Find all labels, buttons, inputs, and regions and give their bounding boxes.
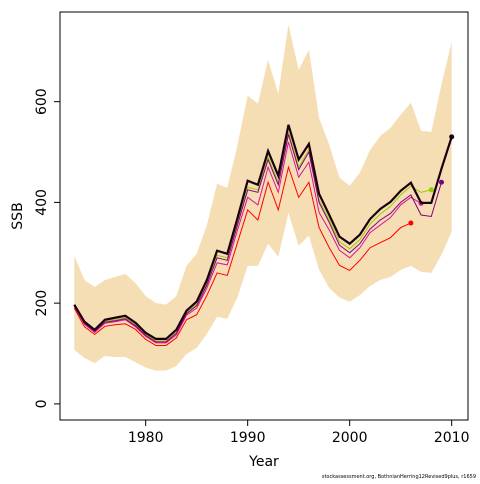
confidence-band — [74, 24, 452, 371]
series-line — [73, 141, 422, 344]
footnote: stockassessment.org, BothnianHerring12Re… — [322, 474, 476, 480]
y-tick-label: 200 — [34, 290, 50, 317]
x-tick-label: 1980 — [128, 430, 164, 446]
end-point — [449, 134, 455, 140]
series-line — [73, 134, 442, 343]
end-point — [408, 220, 414, 226]
x-tick-label: 2000 — [332, 430, 368, 446]
plot-frame — [59, 11, 469, 421]
y-tick-label: 400 — [34, 189, 50, 216]
y-tick-label: 600 — [34, 88, 50, 115]
y-axis-label: SSB — [10, 202, 26, 229]
series-line — [73, 131, 432, 342]
x-tick-label: 1990 — [230, 430, 266, 446]
y-tick-label: 0 — [34, 399, 50, 408]
x-tick-label: 2010 — [434, 430, 470, 446]
series-line — [73, 124, 453, 341]
end-point — [438, 179, 444, 185]
series-line — [73, 165, 412, 346]
x-axis-label: Year — [248, 454, 279, 470]
end-point — [428, 187, 434, 193]
